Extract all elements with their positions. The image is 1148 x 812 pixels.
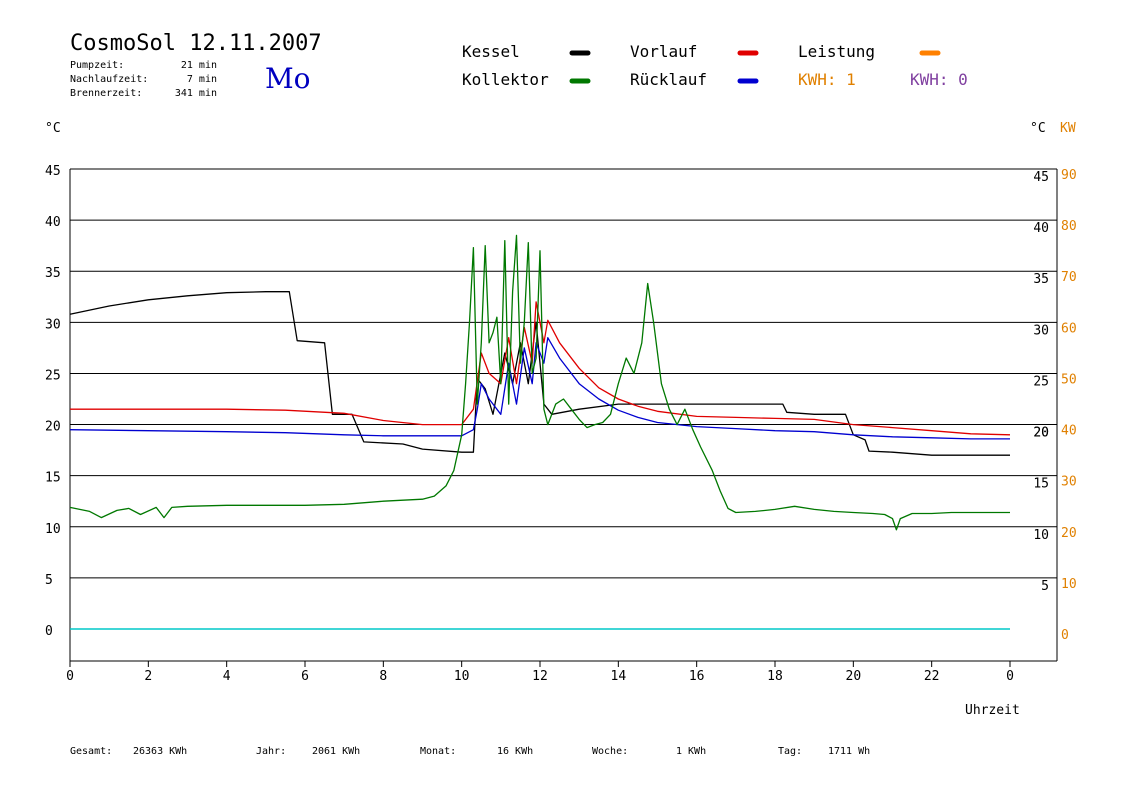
legend: Kessel Vorlauf Leistung Kollektor Rücklauf KW… bbox=[462, 42, 968, 89]
left-tick-label: 30 bbox=[45, 317, 61, 332]
stat-label: Brennerzeit: bbox=[70, 88, 142, 99]
footer-label: Woche: bbox=[592, 746, 628, 757]
stat-value: 7 min bbox=[187, 74, 217, 85]
footer-label: Monat: bbox=[420, 746, 456, 757]
footer-value: 1711 Wh bbox=[828, 746, 870, 757]
y-tick-labels: 0 5 10 15 20 25 30 35 40 45 5 10 15 20 25 30 35 40 45 20 0 10… bbox=[45, 164, 1077, 643]
footer-label: Tag: bbox=[778, 746, 802, 757]
x-tick-label: 16 bbox=[689, 669, 705, 684]
right-tick-label: 20 bbox=[1033, 426, 1049, 441]
left-tick-label: 20 bbox=[45, 420, 61, 435]
footer-value: 16 KWh bbox=[497, 746, 533, 757]
right-tick-label: 40 bbox=[1033, 221, 1049, 236]
series-line-3 bbox=[69, 234, 1010, 531]
right-tick-label: 15 bbox=[1033, 477, 1049, 492]
kw-tick-label: 30 bbox=[1061, 475, 1077, 490]
x-tick-label: 10 bbox=[454, 669, 470, 684]
kw-tick-label: 20 bbox=[1061, 526, 1077, 541]
right-tick-label: 5 bbox=[1041, 579, 1049, 594]
x-tick-label: 0 bbox=[66, 669, 74, 684]
right-tick-label: 45 bbox=[1033, 170, 1049, 185]
right-tick-label: 10 bbox=[1033, 528, 1049, 543]
footer-label: Gesamt: bbox=[70, 746, 112, 757]
x-tick-label: 4 bbox=[223, 669, 231, 684]
x-tick-label: 18 bbox=[767, 669, 783, 684]
left-tick-label: 45 bbox=[45, 164, 61, 179]
day-label: Mo bbox=[265, 62, 311, 95]
left-tick-label: 15 bbox=[45, 471, 61, 486]
x-tick-label: 6 bbox=[301, 669, 309, 684]
left-tick-label: 10 bbox=[45, 522, 61, 537]
kw-tick-label: 50 bbox=[1061, 372, 1077, 387]
kw-tick-label: 40 bbox=[1061, 424, 1077, 439]
x-axis-label: Uhrzeit bbox=[965, 703, 1020, 718]
left-tick-label: 25 bbox=[45, 368, 61, 383]
kw-tick-label: 90 bbox=[1061, 168, 1077, 183]
x-tick-label: 22 bbox=[924, 669, 940, 684]
stat-value: 21 min bbox=[181, 60, 217, 71]
kw-tick-label: 70 bbox=[1061, 270, 1077, 285]
kwh-label: KWH: 0 bbox=[910, 70, 968, 89]
footer-value: 1 KWh bbox=[676, 746, 706, 757]
left-tick-label: 5 bbox=[45, 573, 53, 588]
plot-area bbox=[69, 234, 1011, 630]
x-tick-label: 2 bbox=[144, 669, 152, 684]
footer-label: Jahr: bbox=[256, 746, 286, 757]
series-line-1 bbox=[70, 301, 1011, 436]
right-tick-label: 30 bbox=[1033, 323, 1049, 338]
right-tick-label: 20 bbox=[1033, 426, 1049, 441]
kw-tick-label: 10 bbox=[1061, 577, 1077, 592]
chart-title: CosmoSol 12.11.2007 bbox=[70, 31, 322, 56]
left-tick-label: 35 bbox=[45, 266, 61, 281]
kw-tick-label: 0 bbox=[1061, 628, 1069, 643]
left-unit: °C bbox=[45, 121, 61, 136]
kwh-label: KWH: 1 bbox=[798, 70, 856, 89]
x-tick-label: 14 bbox=[611, 669, 627, 684]
x-tick-label: 8 bbox=[379, 669, 387, 684]
stat-label: Pumpzeit: bbox=[70, 60, 124, 71]
legend-label: Kollektor bbox=[462, 70, 549, 89]
stat-value: 341 min bbox=[175, 88, 217, 99]
grid bbox=[69, 168, 1058, 667]
footer-totals: Gesamt: 26363 KWh Jahr: 2061 KWh Monat: 16 KW… bbox=[70, 746, 870, 757]
x-tick-label: 20 bbox=[846, 669, 862, 684]
x-tick-label: 0 bbox=[1006, 669, 1014, 684]
legend-label: Rücklauf bbox=[630, 70, 707, 89]
left-tick-label: 40 bbox=[45, 215, 61, 230]
legend-label: Vorlauf bbox=[630, 42, 697, 61]
stat-label: Nachlaufzeit: bbox=[70, 74, 148, 85]
x-tick-label: 12 bbox=[532, 669, 548, 684]
header-stats: Pumpzeit: 21 min Nachlaufzeit: 7 min Brenner… bbox=[70, 60, 217, 99]
footer-value: 26363 KWh bbox=[133, 746, 187, 757]
left-tick-label: 0 bbox=[45, 624, 53, 639]
right-unit: °C bbox=[1030, 121, 1046, 136]
kw-tick-label: 80 bbox=[1061, 219, 1077, 234]
x-tick-labels: 0 2 4 6 8 10 12 14 16 18 20 22 0 bbox=[66, 669, 1014, 684]
legend-label: Kessel bbox=[462, 42, 520, 61]
kw-tick-label: 60 bbox=[1061, 321, 1077, 336]
right-tick-label: 25 bbox=[1033, 374, 1049, 389]
right-tick-label: 35 bbox=[1033, 272, 1049, 287]
series-line-2 bbox=[69, 337, 1010, 440]
footer-value: 2061 KWh bbox=[312, 746, 360, 757]
right-unit-kw: KW bbox=[1060, 121, 1076, 136]
legend-label: Leistung bbox=[798, 42, 875, 61]
